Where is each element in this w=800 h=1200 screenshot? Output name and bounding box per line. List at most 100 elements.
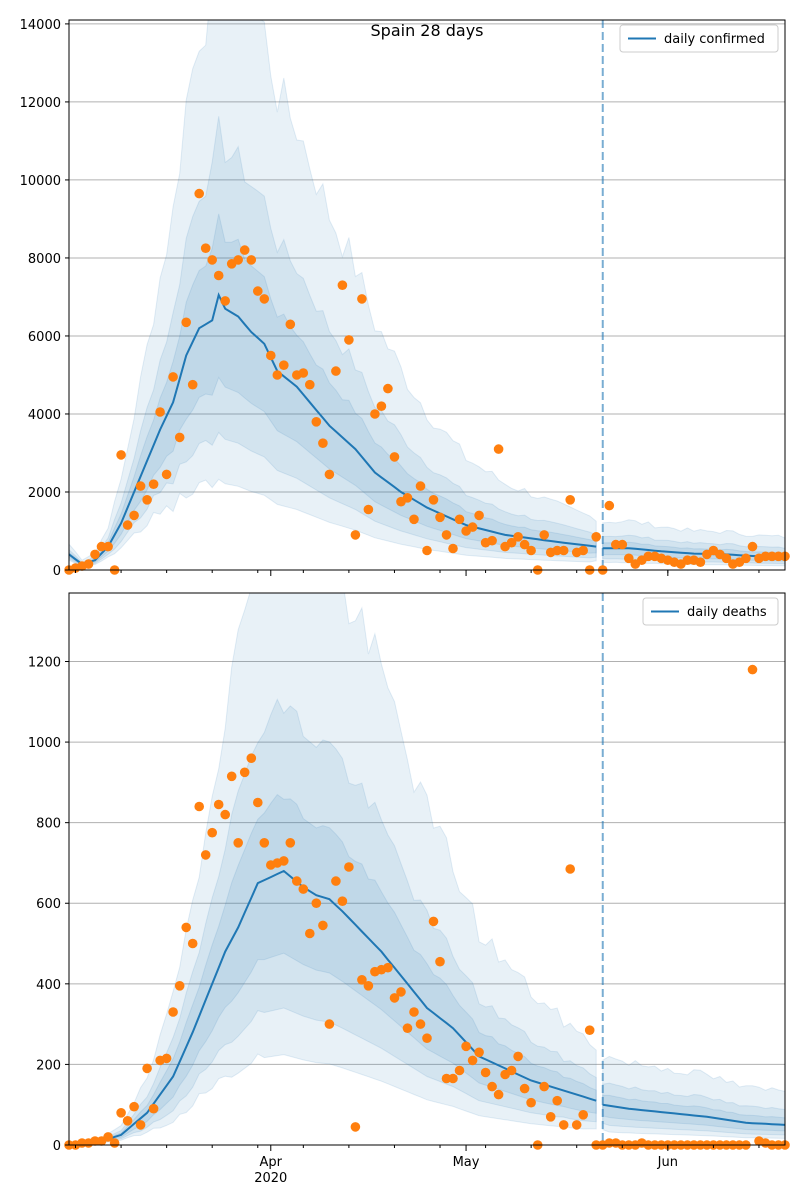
data-point bbox=[558, 1120, 569, 1130]
x-tick-label: Jun bbox=[657, 1155, 678, 1170]
data-point bbox=[252, 797, 263, 808]
data-point bbox=[415, 481, 426, 491]
data-point bbox=[467, 522, 478, 532]
uncertainty-band bbox=[69, 793, 597, 1145]
data-point bbox=[552, 1095, 562, 1106]
uncertainty-band bbox=[69, 116, 597, 567]
data-point bbox=[526, 545, 536, 556]
median-line bbox=[602, 1103, 785, 1126]
y-tick-label: 2000 bbox=[28, 486, 61, 501]
y-tick-label: 0 bbox=[53, 1139, 61, 1154]
data-point bbox=[233, 255, 243, 265]
data-point bbox=[480, 1067, 491, 1078]
grid-lines bbox=[69, 23, 785, 571]
data-point bbox=[103, 1132, 113, 1142]
data-point bbox=[200, 243, 211, 253]
data-point bbox=[135, 1120, 146, 1130]
data-point bbox=[246, 255, 257, 265]
data-point bbox=[331, 876, 341, 886]
data-point bbox=[181, 317, 191, 328]
data-point bbox=[409, 514, 419, 525]
uncertainty-bands bbox=[69, 20, 785, 567]
legend-box bbox=[642, 597, 779, 626]
data-point bbox=[148, 479, 159, 490]
data-point bbox=[220, 809, 230, 820]
data-point bbox=[207, 255, 217, 265]
data-point bbox=[272, 370, 283, 380]
data-point bbox=[493, 444, 504, 454]
data-point bbox=[129, 1101, 139, 1112]
data-point bbox=[422, 545, 432, 556]
data-point bbox=[331, 366, 341, 376]
y-tick-label: 4000 bbox=[28, 408, 61, 423]
observed-points bbox=[64, 188, 790, 575]
data-point bbox=[103, 541, 113, 552]
legend-label: daily confirmed bbox=[664, 32, 765, 47]
data-point bbox=[428, 916, 439, 927]
data-point bbox=[409, 1007, 419, 1017]
data-point bbox=[161, 469, 172, 480]
data-point bbox=[519, 1083, 530, 1094]
data-point bbox=[506, 1065, 517, 1076]
data-point bbox=[584, 1025, 595, 1035]
x-tick-label: May bbox=[453, 1155, 480, 1170]
data-point bbox=[213, 799, 224, 810]
data-point bbox=[558, 545, 569, 556]
data-point bbox=[142, 1063, 152, 1074]
axes-frame bbox=[68, 19, 786, 571]
data-point bbox=[129, 510, 139, 521]
data-point bbox=[389, 452, 400, 462]
data-point bbox=[383, 383, 393, 394]
data-point bbox=[344, 862, 354, 872]
data-point bbox=[376, 401, 387, 412]
data-point bbox=[337, 280, 348, 291]
data-point bbox=[155, 407, 165, 417]
data-point bbox=[266, 350, 276, 361]
data-point bbox=[402, 493, 413, 503]
y-tick-label: 400 bbox=[36, 978, 61, 993]
data-point bbox=[454, 1065, 465, 1076]
data-point bbox=[396, 987, 406, 997]
chart-title: Spain 28 days bbox=[371, 21, 484, 40]
data-point bbox=[461, 1041, 471, 1052]
data-point bbox=[305, 928, 315, 939]
y-tick-label: 1200 bbox=[28, 655, 61, 670]
data-point bbox=[122, 520, 133, 530]
data-point bbox=[370, 409, 380, 419]
confirmed-panel: 0 2000 4000 6000 8000 10000 12000 14000 Spain 28… bbox=[20, 18, 790, 579]
data-point bbox=[194, 801, 204, 812]
data-point bbox=[187, 938, 198, 949]
data-point bbox=[506, 537, 517, 548]
data-point bbox=[389, 993, 400, 1003]
data-point bbox=[116, 1108, 126, 1118]
median-line bbox=[69, 292, 597, 566]
data-point bbox=[239, 245, 250, 255]
data-point bbox=[474, 1047, 484, 1058]
data-point bbox=[207, 827, 217, 838]
data-point bbox=[96, 541, 107, 552]
data-point bbox=[200, 850, 211, 860]
uncertainty-band bbox=[602, 1055, 785, 1139]
data-point bbox=[279, 856, 289, 866]
data-point bbox=[279, 360, 289, 371]
data-point bbox=[435, 956, 445, 967]
data-point bbox=[292, 876, 302, 886]
data-point bbox=[363, 504, 374, 515]
median-line bbox=[602, 547, 785, 559]
data-point bbox=[721, 553, 732, 564]
data-point bbox=[565, 495, 575, 505]
data-point bbox=[545, 1112, 556, 1122]
data-point bbox=[174, 432, 185, 443]
data-point bbox=[83, 559, 94, 569]
y-tick-label: 600 bbox=[36, 897, 61, 912]
data-point bbox=[90, 549, 100, 560]
data-point bbox=[604, 500, 615, 511]
data-point bbox=[448, 543, 458, 554]
data-point bbox=[357, 975, 367, 985]
data-point bbox=[311, 417, 322, 427]
data-point bbox=[181, 922, 191, 933]
data-point bbox=[519, 539, 530, 550]
legend-box bbox=[619, 24, 779, 53]
